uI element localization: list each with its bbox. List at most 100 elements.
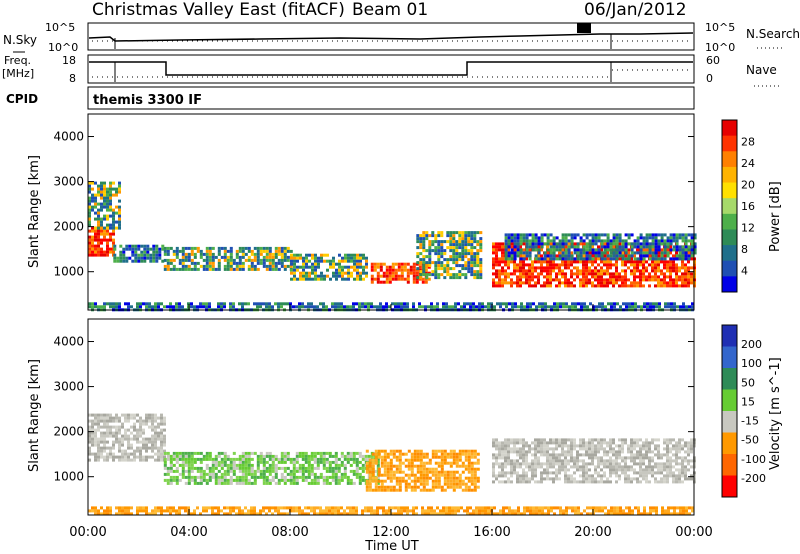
power-cell (666, 245, 670, 249)
power-cell (373, 277, 377, 281)
velocity-cell (247, 509, 250, 513)
velocity-cell (603, 453, 606, 457)
velocity-cell (455, 464, 459, 468)
power-cell (277, 302, 280, 306)
power-cell (561, 251, 565, 255)
power-cell (94, 217, 97, 221)
power-cell (406, 271, 410, 275)
power-cell (211, 246, 215, 250)
power-cell (106, 196, 109, 200)
power-cell (508, 302, 511, 306)
velocity-cell (389, 479, 393, 483)
power-cell (568, 305, 571, 309)
power-cell (580, 305, 583, 309)
velocity-cell (124, 437, 127, 441)
power-cell (100, 238, 103, 242)
power-cell (558, 272, 561, 276)
power-cell (106, 199, 109, 203)
power-cell (293, 253, 296, 257)
velocity-cell (534, 438, 537, 442)
power-cell (516, 239, 520, 243)
power-cell (161, 244, 165, 248)
velocity-cell (501, 474, 504, 478)
velocity-cell (570, 450, 573, 454)
power-cell (119, 256, 123, 260)
power-cell (415, 262, 419, 266)
power-cell (169, 302, 172, 306)
power-cell (362, 253, 365, 257)
velocity-cell (449, 485, 453, 489)
power-cell (507, 257, 511, 261)
velocity-cell (133, 416, 136, 420)
power-cell (112, 305, 115, 309)
velocity-cell (425, 482, 429, 486)
velocity-cell (428, 470, 432, 474)
power-cell (226, 264, 230, 268)
velocity-cell (169, 509, 172, 513)
power-cell (646, 302, 649, 306)
velocity-cell (199, 469, 203, 473)
velocity-cell (600, 447, 603, 451)
power-cell (576, 272, 579, 276)
power-cell (630, 281, 633, 285)
velocity-cell (94, 512, 97, 516)
velocity-cell (582, 438, 585, 442)
power-cell (131, 250, 135, 254)
velocity-cell (464, 482, 468, 486)
velocity-cell (446, 473, 450, 477)
power-cell (669, 257, 673, 261)
power-cell (226, 249, 230, 253)
power-cell (567, 257, 571, 261)
power-cell (449, 237, 453, 241)
velocity-cell (229, 466, 233, 470)
power-cell (187, 267, 191, 271)
power-cell (253, 252, 257, 256)
power-cell (579, 281, 582, 285)
velocity-cell (214, 472, 218, 476)
power-cell (250, 264, 254, 268)
power-cell (507, 272, 510, 276)
power-cell (570, 269, 573, 273)
power-cell (516, 242, 520, 246)
power-cell (449, 231, 453, 235)
power-cell (100, 229, 103, 233)
power-cell (344, 271, 347, 275)
power-cell (675, 284, 678, 288)
power-cell (648, 251, 652, 255)
velocity-cell (678, 474, 681, 478)
velocity-cell (449, 452, 453, 456)
power-cell (268, 249, 272, 253)
velocity-cell (525, 450, 528, 454)
power-cell (137, 247, 141, 251)
power-cell (627, 233, 631, 237)
velocity-cell (624, 477, 627, 481)
velocity-cell (669, 447, 672, 451)
power-cell (458, 234, 462, 238)
power-cell (118, 214, 121, 218)
velocity-cell (573, 459, 576, 463)
velocity-cell (507, 462, 510, 466)
velocity-cell (295, 481, 299, 485)
velocity-cell (528, 462, 531, 466)
velocity-cell (160, 419, 163, 423)
power-cell (247, 302, 250, 306)
power-cell (349, 305, 352, 309)
velocity-cell (193, 512, 196, 516)
power-cell (205, 255, 209, 259)
velocity-cell (232, 469, 236, 473)
velocity-cell (627, 450, 630, 454)
power-cell (199, 252, 203, 256)
power-cell (229, 255, 233, 259)
velocity-cell (428, 488, 432, 492)
power-cell (314, 253, 317, 257)
velocity-cell (657, 465, 660, 469)
velocity-cell (440, 473, 444, 477)
velocity-cell (97, 416, 100, 420)
velocity-cell (109, 452, 112, 456)
power-cell (181, 305, 184, 309)
velocity-cell (253, 475, 257, 479)
power-cell (522, 257, 526, 261)
velocity-cell (271, 512, 274, 516)
power-cell (538, 302, 541, 306)
power-cell (682, 302, 685, 306)
